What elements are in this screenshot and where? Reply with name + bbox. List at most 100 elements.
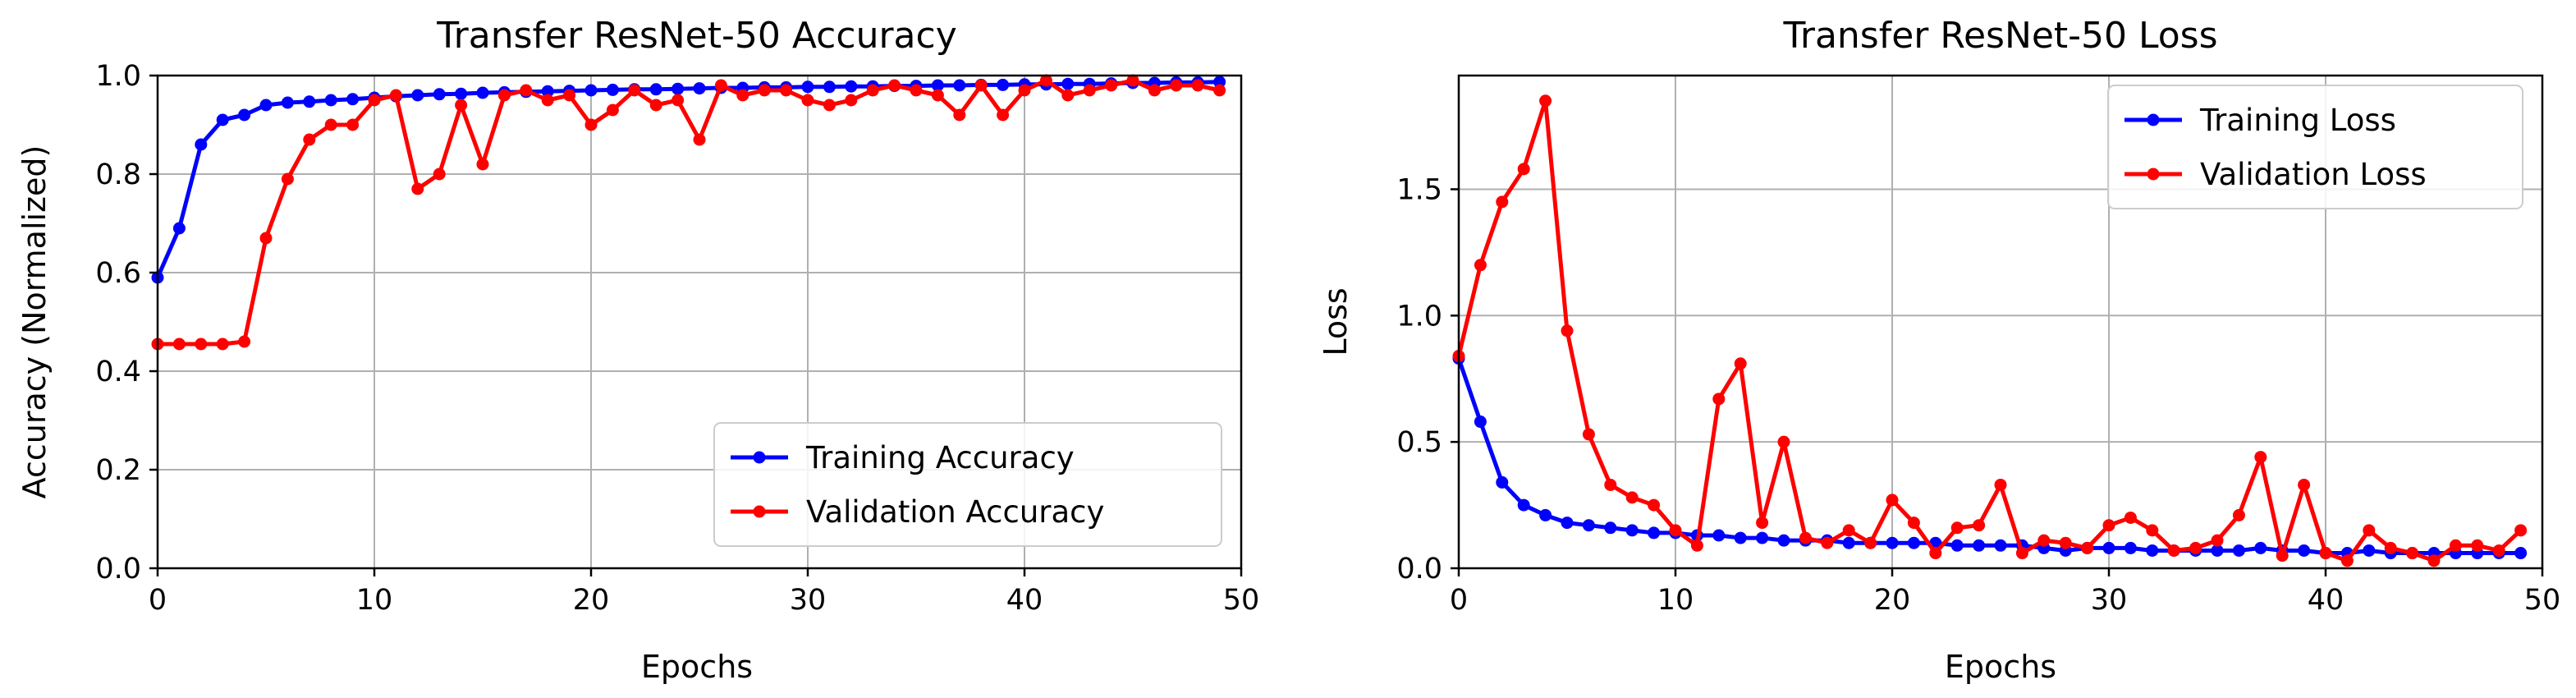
loss-x-tick-label: 50 — [2524, 584, 2561, 617]
validation-loss-point — [1625, 491, 1639, 504]
training-loss-point — [1474, 416, 1487, 429]
training-loss-point — [2124, 541, 2137, 554]
loss-legend: Training Loss Validation Loss — [2107, 85, 2523, 209]
validation-loss-point — [2340, 554, 2354, 567]
training-loss-point — [2298, 544, 2311, 557]
training-loss-point — [2514, 547, 2528, 560]
validation-loss-point — [2276, 549, 2289, 563]
loss-y-tick-label: 1.5 — [1396, 173, 1442, 206]
accuracy-y-tick-label: 1.0 — [95, 60, 141, 93]
training-accuracy-point — [541, 85, 554, 98]
validation-loss-point — [2254, 451, 2267, 464]
validation-loss-point — [1842, 524, 1855, 537]
validation-loss-point — [2363, 524, 2376, 537]
training-accuracy-point — [411, 89, 424, 102]
validation-accuracy-point — [1083, 84, 1096, 97]
validation-accuracy-point — [672, 94, 685, 107]
validation-loss-point — [1690, 539, 1703, 552]
training-loss-point — [1582, 519, 1595, 532]
accuracy-x-tick-label: 0 — [149, 584, 167, 617]
validation-accuracy-legend-label: Validation Accuracy — [806, 494, 1104, 530]
loss-ticks: 0 10 20 30 40 50 0.0 0.5 1.0 1.5 — [1396, 173, 2560, 617]
validation-loss-point — [1496, 195, 1509, 209]
training-accuracy-point — [346, 93, 360, 106]
accuracy-ticks: 0 10 20 30 40 50 0.0 0.2 0.4 0.6 0.8 1.0 — [95, 60, 1259, 617]
training-accuracy-point — [845, 80, 858, 93]
validation-loss-legend-label: Validation Loss — [2200, 157, 2427, 192]
accuracy-x-tick-label: 20 — [573, 584, 610, 617]
training-loss-point — [2102, 541, 2115, 554]
validation-accuracy-point — [628, 84, 641, 97]
accuracy-chart-title: Transfer ResNet-50 Accuracy — [436, 15, 956, 57]
training-accuracy-legend-marker — [753, 451, 766, 464]
validation-accuracy-point — [780, 84, 793, 97]
validation-loss-point — [2232, 508, 2245, 521]
validation-accuracy-point — [866, 84, 879, 97]
validation-accuracy-point — [476, 158, 489, 171]
validation-loss-point — [1886, 494, 1899, 507]
accuracy-y-axis-label: Accuracy (Normalized) — [16, 145, 53, 499]
training-loss-point — [1496, 475, 1509, 489]
training-accuracy-point — [433, 88, 446, 101]
validation-accuracy-point — [974, 79, 988, 92]
validation-loss-point — [2081, 541, 2094, 554]
accuracy-y-tick-label: 0.6 — [95, 257, 141, 290]
validation-accuracy-point — [324, 118, 337, 131]
training-accuracy-point — [931, 79, 944, 92]
validation-accuracy-point — [1018, 84, 1031, 97]
training-accuracy-point — [953, 79, 966, 92]
validation-accuracy-point — [172, 338, 186, 351]
validation-loss-point — [1950, 521, 1964, 535]
training-accuracy-point — [281, 96, 294, 109]
training-loss-point — [1950, 539, 1964, 552]
accuracy-x-axis-label: Epochs — [641, 649, 753, 685]
validation-loss-point — [1648, 498, 1661, 512]
validation-accuracy-legend-marker — [753, 505, 766, 518]
training-loss-point — [2211, 544, 2224, 557]
training-loss-point — [2254, 541, 2267, 554]
validation-accuracy-point — [953, 108, 966, 122]
validation-loss-point — [1474, 259, 1487, 272]
validation-loss-point — [2146, 524, 2159, 537]
validation-accuracy-point — [303, 133, 316, 146]
loss-x-axis-label: Epochs — [1945, 649, 2056, 685]
training-accuracy-point — [801, 80, 814, 94]
validation-accuracy-point — [346, 118, 360, 131]
validation-accuracy-point — [216, 338, 229, 351]
validation-loss-point — [1973, 519, 1986, 532]
training-accuracy-point — [476, 86, 489, 99]
training-loss-point — [1777, 534, 1790, 547]
validation-accuracy-point — [1039, 74, 1052, 87]
validation-loss-point — [2427, 554, 2441, 567]
validation-accuracy-point — [1105, 79, 1118, 92]
accuracy-x-tick-label: 30 — [790, 584, 827, 617]
validation-accuracy-point — [714, 79, 727, 92]
validation-accuracy-point — [259, 232, 273, 245]
validation-accuracy-point — [238, 335, 251, 348]
training-loss-point — [1756, 531, 1769, 544]
training-loss-legend-label: Training Loss — [2199, 103, 2396, 138]
validation-loss-point — [1994, 478, 2007, 491]
training-loss-point — [1561, 517, 1574, 530]
validation-accuracy-point — [823, 99, 836, 112]
validation-loss-point — [1517, 163, 1530, 176]
accuracy-chart: Transfer ResNet-50 Accuracy Epochs Accur… — [16, 15, 1259, 685]
loss-y-axis-label: Loss — [1318, 287, 1354, 356]
validation-accuracy-point — [997, 108, 1010, 122]
training-loss-line — [1456, 357, 2521, 556]
validation-accuracy-point — [910, 84, 923, 97]
validation-accuracy-point — [758, 84, 771, 97]
training-loss-point — [1994, 539, 2007, 552]
loss-x-tick-label: 20 — [1874, 584, 1911, 617]
training-loss-point — [2146, 544, 2159, 557]
loss-plot-frame — [1457, 74, 2544, 570]
validation-loss-point — [2492, 544, 2505, 557]
validation-loss-point — [2015, 547, 2028, 560]
loss-x-tick-label: 30 — [2091, 584, 2128, 617]
training-loss-point — [1517, 498, 1530, 512]
loss-legend-box — [2107, 85, 2523, 209]
training-loss-point — [2363, 544, 2376, 557]
loss-y-tick-label: 0.5 — [1396, 426, 1442, 459]
validation-loss-point — [1777, 435, 1790, 448]
loss-y-tick-label: 1.0 — [1396, 300, 1442, 333]
